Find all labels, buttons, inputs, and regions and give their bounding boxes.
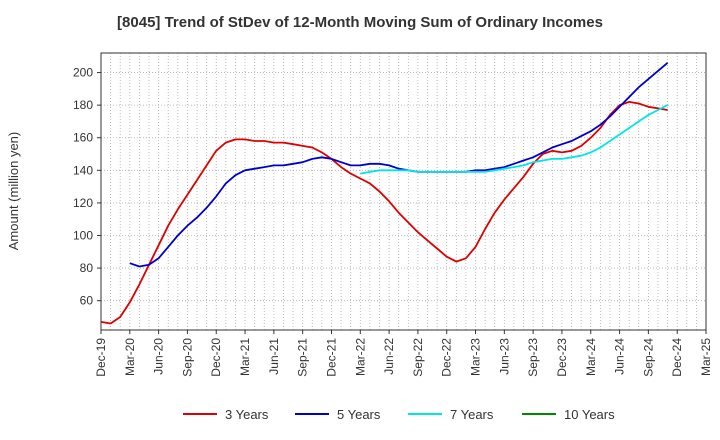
x-tick-label: Jun-21 [267, 338, 281, 375]
x-tick-label: Sep-24 [641, 338, 655, 377]
x-tick-label: Mar-25 [699, 338, 713, 376]
y-tick-label: 60 [80, 294, 94, 308]
y-tick-label: 100 [73, 228, 93, 242]
x-axis: Dec-19 Mar-20 Jun-20 Sep-20 Dec-20 Mar-21 Jun-… [94, 330, 713, 377]
legend-label: 3 Years [225, 407, 269, 422]
x-tick-label: Dec-20 [209, 338, 223, 377]
x-tick-label: Dec-22 [440, 338, 454, 377]
x-tick-label: Mar-20 [123, 338, 137, 376]
series-line-3-years [100, 101, 668, 325]
legend: 3 Years 5 Years 7 Years 10 Years [183, 407, 615, 422]
plot-frame [100, 52, 707, 331]
legend-label: 5 Years [337, 407, 381, 422]
x-tick-label: Sep-21 [296, 338, 310, 377]
x-tick-label: Sep-20 [180, 338, 194, 377]
x-tick-label: Sep-22 [411, 338, 425, 377]
x-tick-label: Mar-22 [353, 338, 367, 376]
y-tick-label: 120 [73, 196, 93, 210]
x-tick-label: Sep-23 [526, 338, 540, 377]
y-tick-label: 140 [73, 163, 93, 177]
x-tick-label: Dec-19 [94, 338, 108, 377]
x-tick-label: Dec-21 [324, 338, 338, 377]
x-tick-label: Dec-24 [670, 338, 684, 377]
y-axis-label: Amount (million yen) [6, 132, 21, 251]
x-tick-label: Mar-21 [238, 338, 252, 376]
x-tick-label: Dec-23 [555, 338, 569, 377]
series-lines [100, 62, 669, 325]
x-tick-label: Jun-22 [382, 338, 396, 375]
y-tick-label: 160 [73, 131, 93, 145]
x-tick-label: Jun-20 [152, 338, 166, 375]
legend-label: 7 Years [450, 407, 494, 422]
series-line-7-years [360, 104, 669, 175]
y-tick-label: 200 [73, 66, 93, 80]
x-tick-label: Mar-24 [584, 338, 598, 376]
y-axis: 60 80 100 120 140 160 180 200 [73, 66, 101, 308]
x-tick-label: Jun-23 [497, 338, 511, 375]
x-tick-label: Mar-23 [469, 338, 483, 376]
y-tick-label: 180 [73, 98, 93, 112]
legend-label: 10 Years [564, 407, 615, 422]
series-line-5-years [129, 62, 669, 268]
grid [100, 53, 707, 330]
y-tick-label: 80 [80, 261, 94, 275]
x-tick-label: Jun-24 [613, 338, 627, 375]
chart-title: [8045] Trend of StDev of 12-Month Moving… [117, 14, 603, 31]
